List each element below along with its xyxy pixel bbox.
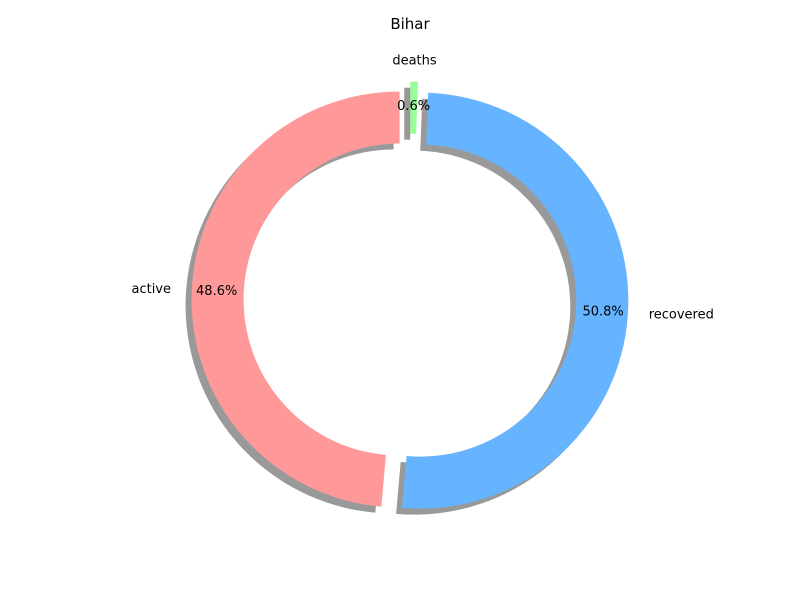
slice-shadow-deaths xyxy=(404,87,413,140)
slice-deaths xyxy=(410,81,419,134)
slice-active xyxy=(191,91,400,507)
slice-labels: 48.6% active 50.8% recovered 0.6% deaths xyxy=(131,53,713,322)
slice-label-active: active xyxy=(131,282,171,297)
percent-label-active: 48.6% xyxy=(196,284,237,299)
slice-label-recovered: recovered xyxy=(649,308,714,323)
slice-recovered xyxy=(402,92,629,509)
chart-title: Bihar xyxy=(390,15,430,33)
slices xyxy=(191,81,629,509)
slice-label-deaths: deaths xyxy=(392,53,437,68)
percent-label-recovered: 50.8% xyxy=(582,305,623,320)
percent-label-deaths: 0.6% xyxy=(397,99,430,114)
